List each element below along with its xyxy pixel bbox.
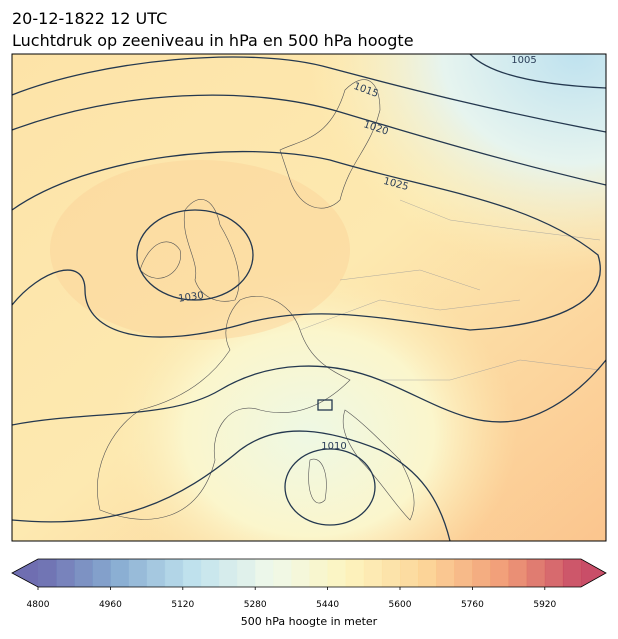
colorbar-cell (400, 559, 419, 587)
colorbar-cell (309, 559, 329, 587)
colorbar-cell (74, 559, 93, 587)
title: 20-12-1822 12 UTC (12, 9, 167, 28)
colorbar: 4800 4960 5120 5280 5440 5600 5760 5920 (11, 558, 607, 610)
colorbar-cell (327, 559, 347, 587)
colorbar-cell (56, 559, 75, 587)
colorbar-cell (472, 559, 491, 587)
colorbar-cell (436, 559, 455, 587)
colorbar-cell (381, 559, 401, 587)
map (12, 54, 606, 541)
colorbar-cell (182, 559, 202, 587)
colorbar-tick-label: 4800 (27, 600, 50, 610)
colorbar-cell (146, 559, 166, 587)
colorbar-cell (128, 559, 148, 587)
colorbar-cell (454, 559, 473, 587)
contour-line (284, 448, 376, 526)
colorbar-tick-label: 5120 (171, 600, 194, 610)
contour-line (12, 430, 451, 541)
colorbar-cell (508, 559, 528, 587)
colorbar-cell (363, 559, 383, 587)
colorbar-cell (526, 559, 546, 587)
subtitle: Luchtdruk op zeeniveau in hPa en 500 hPa… (12, 31, 414, 50)
contour-label: 1010 (321, 441, 346, 452)
colorbar-cell (255, 559, 274, 587)
colorbar-tick-label: 5600 (389, 600, 412, 610)
colorbar-cell (291, 559, 310, 587)
colorbar-cell (562, 559, 582, 587)
colorbar-tick-label: 5280 (244, 600, 267, 610)
contour-line (136, 209, 254, 301)
colorbar-cell (38, 559, 57, 587)
colorbar-cell (219, 559, 238, 587)
colorbar-cell (418, 559, 437, 587)
contour-line (469, 54, 606, 89)
colorbar-cell (345, 559, 365, 587)
colorbar-cell (200, 559, 220, 587)
colorbar-cell (544, 559, 564, 587)
colorbar-cell (164, 559, 184, 587)
colorbar-tick-label: 5760 (461, 600, 484, 610)
contour-line (12, 94, 606, 186)
colorbar-label: 500 hPa hoogte in meter (241, 615, 378, 628)
colorbar-cell (237, 559, 256, 587)
colorbar-cell (490, 559, 510, 587)
colorbar-tick-label: 4960 (99, 600, 122, 610)
colorbar-cell (110, 559, 129, 587)
contour-line (12, 359, 606, 426)
colorbar-extend-low (12, 559, 38, 587)
colorbar-extend-high (581, 559, 606, 587)
contour-label: 1030 (178, 290, 205, 304)
contour-label: 1005 (511, 55, 536, 66)
colorbar-tick-label: 5920 (533, 600, 556, 610)
contour-line (12, 56, 606, 133)
contour-line (12, 150, 601, 338)
colorbar-cell (92, 559, 111, 587)
colorbar-outline (11, 558, 607, 588)
contour-line (317, 399, 333, 411)
colorbar-cell (273, 559, 292, 587)
colorbar-tick-label: 5440 (316, 600, 339, 610)
map-frame (11, 53, 607, 542)
